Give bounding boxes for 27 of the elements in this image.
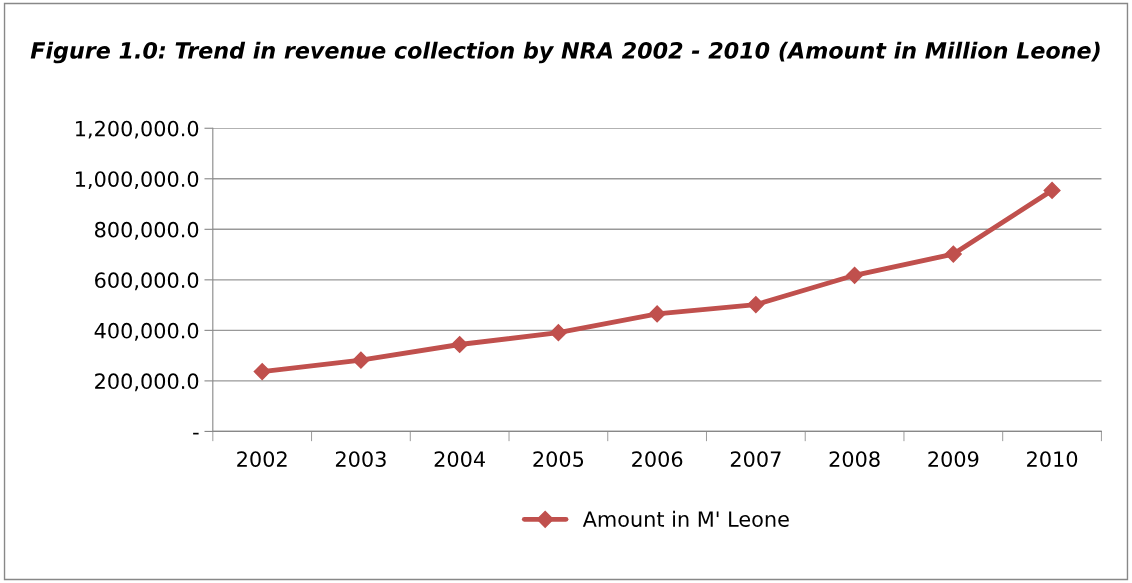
x-tick-label: 2009	[928, 451, 979, 467]
y-tick-label: 400,000.0	[94, 322, 199, 341]
point	[648, 305, 666, 323]
x-tick-label: 2007	[730, 451, 781, 467]
y-tick-label: -	[193, 432, 199, 435]
x-tick-label: 2008	[829, 451, 880, 467]
y-tick-label: 1,000,000.0	[76, 171, 199, 190]
x-tick-label: 2010	[1027, 451, 1078, 467]
point	[1043, 181, 1061, 199]
x-tick-label: 2006	[632, 451, 683, 467]
point	[549, 324, 567, 342]
y-tick-label: 200,000.0	[95, 373, 199, 392]
point	[352, 351, 370, 369]
legend-label: Amount in M' Leone	[582, 510, 789, 527]
chart-title: Figure 1.0: Trend in revenue collection by NRA 2002 - 2010 (Amount in Million Leone)	[30, 41, 1100, 64]
y-tick-label: 600,000.0	[95, 272, 199, 291]
point	[944, 245, 962, 263]
point	[451, 335, 469, 354]
y-tick-label: 800,000.0	[95, 221, 199, 240]
point	[747, 296, 765, 314]
x-tick-label: 2004	[434, 451, 485, 467]
y-tick-label: 1,200,000.0	[76, 120, 199, 139]
x-tick-label: 2003	[335, 451, 386, 467]
x-tick-label: 2002	[237, 451, 287, 467]
point	[846, 266, 864, 284]
point	[253, 362, 271, 381]
x-tick-label: 2005	[533, 451, 584, 467]
